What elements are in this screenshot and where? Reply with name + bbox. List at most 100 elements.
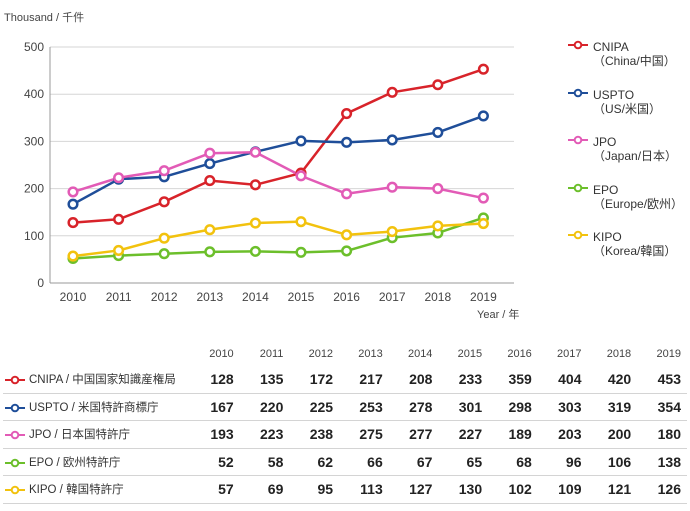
table-marker-icon bbox=[5, 403, 25, 413]
table-cell-value: 298 bbox=[488, 393, 538, 421]
data-point-kipo bbox=[160, 234, 169, 243]
table-cell-value: 121 bbox=[588, 476, 638, 504]
series-line-epo bbox=[73, 218, 483, 259]
x-tick-label: 2015 bbox=[288, 290, 315, 304]
y-tick-label: 0 bbox=[37, 276, 44, 290]
table-row: CNIPA / 中国国家知識産権局12813517221720823335940… bbox=[3, 366, 687, 393]
legend-marker-icon bbox=[568, 230, 588, 240]
table-cell-value: 65 bbox=[438, 448, 488, 476]
legend-region: （Japan/日本） bbox=[593, 149, 677, 163]
table-row-label: CNIPA / 中国国家知識産権局 bbox=[3, 366, 190, 393]
table-row-label: KIPO / 韓国特許庁 bbox=[3, 476, 190, 504]
table-cell-value: 180 bbox=[637, 421, 687, 449]
x-tick-label: 2013 bbox=[196, 290, 223, 304]
table-row-name: JPO / 日本国特許庁 bbox=[29, 429, 130, 441]
table-cell-value: 278 bbox=[389, 393, 439, 421]
data-point-cnipa bbox=[479, 65, 488, 74]
legend-marker-icon bbox=[568, 88, 588, 98]
table-cell-value: 208 bbox=[389, 366, 439, 393]
table-year-header: 2018 bbox=[588, 342, 638, 366]
table-cell-value: 359 bbox=[488, 366, 538, 393]
legend-name: KIPO bbox=[593, 230, 676, 244]
legend-label: CNIPA（China/中国） bbox=[593, 40, 676, 68]
x-tick-label: 2019 bbox=[470, 290, 497, 304]
table-cell-value: 138 bbox=[637, 448, 687, 476]
table-year-header: 2019 bbox=[637, 342, 687, 366]
table-cell-value: 319 bbox=[588, 393, 638, 421]
table-cell-value: 253 bbox=[339, 393, 389, 421]
legend-item-cnipa: CNIPA（China/中国） bbox=[568, 40, 688, 88]
table-cell-value: 126 bbox=[637, 476, 687, 504]
legend-label: USPTO（US/米国） bbox=[593, 88, 661, 116]
data-point-epo bbox=[160, 249, 169, 258]
table-cell-value: 172 bbox=[289, 366, 339, 393]
data-point-uspto bbox=[388, 136, 397, 145]
table-cell-value: 189 bbox=[488, 421, 538, 449]
table-cell-value: 96 bbox=[538, 448, 588, 476]
table-cell-value: 227 bbox=[438, 421, 488, 449]
table-cell-value: 95 bbox=[289, 476, 339, 504]
table-cell-value: 102 bbox=[488, 476, 538, 504]
table-cell-value: 113 bbox=[339, 476, 389, 504]
table-row: EPO / 欧州特許庁5258626667656896106138 bbox=[3, 448, 687, 476]
legend-label: KIPO（Korea/韓国） bbox=[593, 230, 676, 258]
table-cell-value: 52 bbox=[190, 448, 240, 476]
table-year-header: 2015 bbox=[438, 342, 488, 366]
table-cell-value: 238 bbox=[289, 421, 339, 449]
data-point-uspto bbox=[479, 112, 488, 121]
y-tick-label: 300 bbox=[24, 134, 44, 148]
chart-legend: CNIPA（China/中国）USPTO（US/米国）JPO（Japan/日本）… bbox=[568, 40, 688, 278]
data-point-jpo bbox=[114, 173, 123, 182]
table-cell-value: 301 bbox=[438, 393, 488, 421]
x-tick-label: 2010 bbox=[60, 290, 87, 304]
legend-region: （US/米国） bbox=[593, 102, 661, 116]
table-marker-icon bbox=[5, 458, 25, 468]
data-point-kipo bbox=[342, 231, 351, 240]
table-row-name: KIPO / 韓国特許庁 bbox=[29, 484, 124, 496]
data-point-cnipa bbox=[160, 198, 169, 207]
table-cell-value: 203 bbox=[538, 421, 588, 449]
data-point-epo bbox=[342, 247, 351, 256]
legend-item-kipo: KIPO（Korea/韓国） bbox=[568, 230, 688, 278]
x-tick-label: 2014 bbox=[242, 290, 269, 304]
table-cell-value: 128 bbox=[190, 366, 240, 393]
data-point-jpo bbox=[69, 188, 78, 197]
data-point-cnipa bbox=[434, 80, 443, 89]
data-point-jpo bbox=[342, 189, 351, 198]
data-point-kipo bbox=[206, 225, 215, 234]
table-cell-value: 57 bbox=[190, 476, 240, 504]
legend-marker-icon bbox=[568, 135, 588, 145]
legend-item-epo: EPO（Europe/欧州） bbox=[568, 183, 688, 231]
data-point-jpo bbox=[434, 184, 443, 193]
data-point-kipo bbox=[114, 246, 123, 255]
data-point-jpo bbox=[206, 149, 215, 158]
table-cell-value: 66 bbox=[339, 448, 389, 476]
x-tick-label: 2011 bbox=[106, 290, 132, 304]
table-cell-value: 58 bbox=[240, 448, 290, 476]
table-cell-value: 223 bbox=[240, 421, 290, 449]
table-cell-value: 233 bbox=[438, 366, 488, 393]
data-point-jpo bbox=[388, 183, 397, 192]
data-point-jpo bbox=[297, 172, 306, 181]
table-cell-value: 217 bbox=[339, 366, 389, 393]
table-year-header: 2012 bbox=[289, 342, 339, 366]
table-cell-value: 354 bbox=[637, 393, 687, 421]
data-point-kipo bbox=[297, 217, 306, 226]
table-cell-value: 193 bbox=[190, 421, 240, 449]
data-point-epo bbox=[251, 247, 260, 256]
legend-region: （China/中国） bbox=[593, 54, 676, 68]
table-year-header: 2011 bbox=[240, 342, 290, 366]
legend-item-uspto: USPTO（US/米国） bbox=[568, 88, 688, 136]
data-point-uspto bbox=[342, 138, 351, 147]
table-marker-icon bbox=[5, 375, 25, 385]
table-row-name: EPO / 欧州特許庁 bbox=[29, 457, 120, 469]
table-cell-value: 453 bbox=[637, 366, 687, 393]
table-row-label: JPO / 日本国特許庁 bbox=[3, 421, 190, 449]
data-point-kipo bbox=[251, 219, 260, 228]
table-cell-value: 106 bbox=[588, 448, 638, 476]
legend-name: USPTO bbox=[593, 88, 661, 102]
table-cell-value: 167 bbox=[190, 393, 240, 421]
data-point-jpo bbox=[479, 194, 488, 203]
data-point-kipo bbox=[479, 219, 488, 228]
table-row-name: USPTO / 米国特許商標庁 bbox=[29, 402, 159, 414]
